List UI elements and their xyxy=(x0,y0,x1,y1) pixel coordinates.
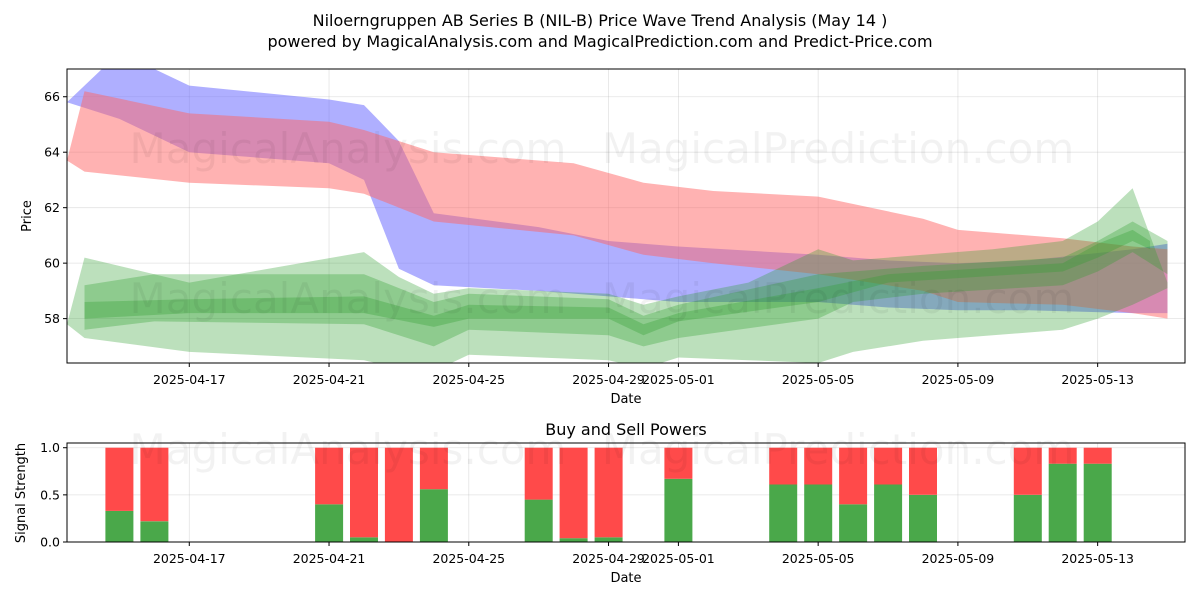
signal-x-tick-label: 2025-04-17 xyxy=(153,551,226,566)
signal-bars xyxy=(105,447,1112,542)
buy-bar xyxy=(804,484,833,542)
price-y-tick-label: 60 xyxy=(44,256,60,271)
buy-bar xyxy=(874,484,903,542)
watermark-prediction-middle: MagicalPrediction.com xyxy=(602,274,1075,323)
sell-bar xyxy=(874,447,903,485)
signal-x-tick-label: 2025-05-05 xyxy=(782,551,855,566)
price-y-tick-label: 66 xyxy=(44,89,60,104)
buy-bar xyxy=(769,484,798,542)
buy-bar xyxy=(839,504,868,542)
sell-bar xyxy=(909,447,937,495)
price-x-tick-label: 2025-05-01 xyxy=(642,372,715,387)
signal-y-label: Signal Strength xyxy=(14,443,29,543)
sell-bar xyxy=(419,447,448,490)
sell-bar xyxy=(384,447,413,542)
sell-bar xyxy=(315,447,344,505)
price-x-tick-label: 2025-05-05 xyxy=(782,372,855,387)
sell-bar xyxy=(1048,447,1077,464)
watermark-prediction-bottom: MagicalPrediction.com xyxy=(602,425,1075,474)
price-x-label: Date xyxy=(610,392,641,407)
sell-bar xyxy=(105,447,134,511)
band-green-2 xyxy=(67,188,1168,363)
signal-panel-title: Buy and Sell Powers xyxy=(545,420,707,439)
price-y-tick-label: 58 xyxy=(44,311,60,326)
sell-bar xyxy=(664,447,693,479)
sell-bar xyxy=(769,447,798,485)
price-bands xyxy=(67,69,1168,363)
price-x-tick-label: 2025-04-17 xyxy=(153,372,226,387)
sell-bar xyxy=(350,447,378,538)
buy-bar xyxy=(559,538,588,542)
signal-x-tick-label: 2025-04-25 xyxy=(432,551,505,566)
sell-bar xyxy=(839,447,868,505)
buy-bar xyxy=(524,499,553,542)
price-ticks: 2025-04-17 2025-04-21 2025-04-25 2025-04-29… xyxy=(44,89,1134,387)
price-y-tick-label: 62 xyxy=(44,200,60,215)
sell-bar xyxy=(140,447,169,522)
buy-bar xyxy=(105,510,134,542)
signal-y-tick-label: 0.5 xyxy=(40,487,60,502)
buy-bar xyxy=(594,537,623,542)
buy-bar xyxy=(315,504,344,542)
watermark-analysis-bottom: MagicalAnalysis.com xyxy=(130,425,567,474)
watermark-prediction-top: MagicalPrediction.com xyxy=(602,124,1075,173)
signal-x-tick-label: 2025-04-21 xyxy=(293,551,366,566)
band-red-1 xyxy=(67,91,1168,319)
buy-bar xyxy=(909,494,937,542)
signal-y-tick-label: 0.0 xyxy=(40,535,60,550)
sell-bar xyxy=(1013,447,1042,495)
sell-bar xyxy=(804,447,833,485)
sell-bar xyxy=(594,447,623,538)
signal-panel: Buy and Sell Powers MagicalAnalysis.com … xyxy=(14,420,1186,586)
watermark-analysis-middle: MagicalAnalysis.com xyxy=(130,274,567,323)
sell-bar xyxy=(559,447,588,539)
buy-bar xyxy=(140,521,169,542)
signal-x-tick-label: 2025-04-29 xyxy=(572,551,645,566)
price-x-tick-label: 2025-04-21 xyxy=(293,372,366,387)
buy-bar xyxy=(664,478,693,542)
buy-bar xyxy=(1048,463,1077,542)
sell-bar xyxy=(1083,447,1112,464)
price-y-tick-label: 64 xyxy=(44,145,60,160)
watermark-analysis-top: MagicalAnalysis.com xyxy=(130,124,567,173)
signal-y-tick-label: 1.0 xyxy=(40,440,60,455)
buy-bar xyxy=(1083,463,1112,542)
price-x-tick-label: 2025-04-25 xyxy=(432,372,505,387)
signal-watermark: MagicalAnalysis.com MagicalPrediction.co… xyxy=(130,425,1075,474)
signal-x-label: Date xyxy=(610,571,641,586)
signal-x-tick-label: 2025-05-13 xyxy=(1061,551,1134,566)
signal-x-tick-label: 2025-05-01 xyxy=(642,551,715,566)
band-green-3 xyxy=(84,221,1168,347)
signal-x-tick-label: 2025-05-09 xyxy=(922,551,995,566)
buy-bar xyxy=(1013,494,1042,542)
price-axes-frame xyxy=(66,68,1186,364)
buy-bar xyxy=(350,537,378,542)
price-x-tick-label: 2025-05-09 xyxy=(922,372,995,387)
chart-subtitle: powered by MagicalAnalysis.com and Magic… xyxy=(267,32,932,51)
price-x-tick-label: 2025-05-13 xyxy=(1061,372,1134,387)
signal-ticks: 2025-04-17 2025-04-21 2025-04-25 2025-04-29… xyxy=(40,440,1134,566)
chart-title: Niloerngruppen AB Series B (NIL-B) Price… xyxy=(313,11,888,30)
price-watermark: MagicalAnalysis.com MagicalPrediction.co… xyxy=(130,124,1075,323)
price-x-tick-label: 2025-04-29 xyxy=(572,372,645,387)
price-panel: MagicalAnalysis.com MagicalPrediction.co… xyxy=(20,68,1186,407)
signal-axes-frame xyxy=(66,442,1186,543)
sell-bar xyxy=(524,447,553,500)
price-y-label: Price xyxy=(20,200,35,232)
band-green-4 xyxy=(84,229,1151,336)
buy-bar xyxy=(419,489,448,542)
